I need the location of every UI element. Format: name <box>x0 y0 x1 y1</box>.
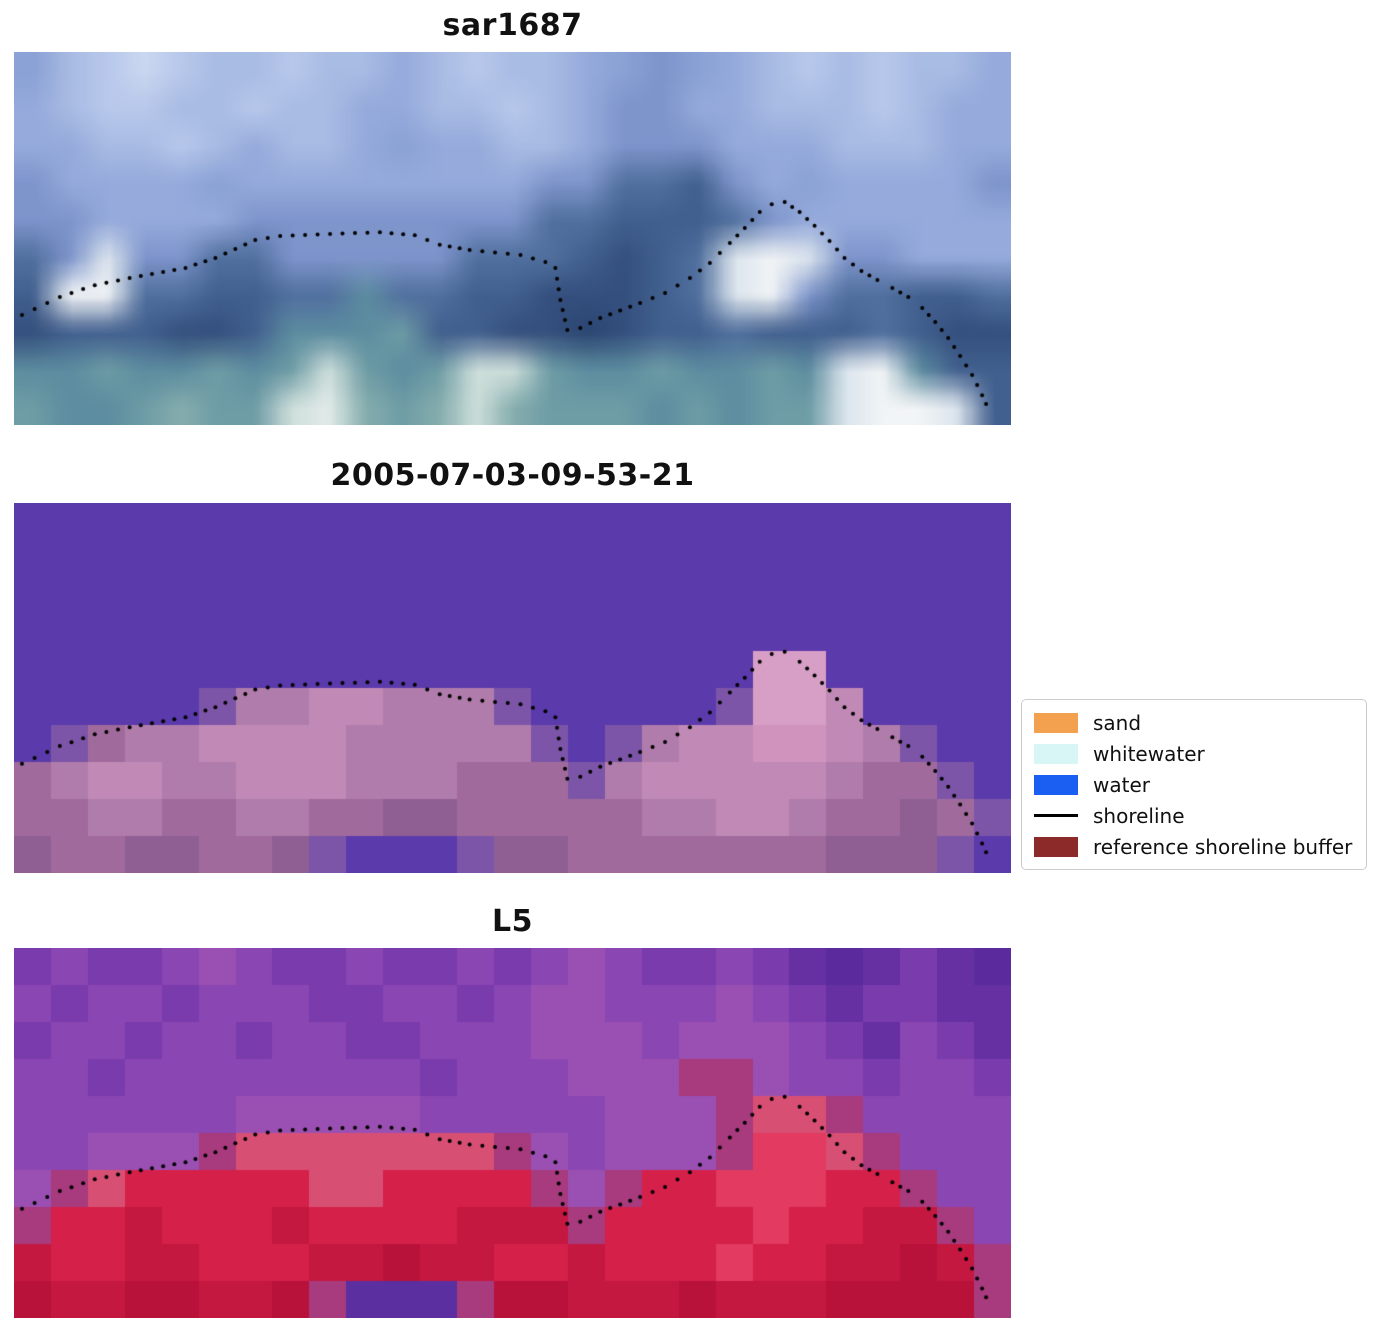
panel-title-sar1687: sar1687 <box>442 8 583 43</box>
legend-label: water <box>1093 772 1150 797</box>
sand-swatch <box>1034 712 1078 733</box>
panel-title-date: 2005-07-03-09-53-21 <box>330 458 695 493</box>
legend-entry: water <box>1034 771 1354 798</box>
legend: sand whitewater water shoreline reference sh… <box>1021 699 1367 870</box>
reference-shoreline-buffer-swatch <box>1034 836 1078 857</box>
legend-label: sand <box>1093 710 1142 735</box>
legend-entry: shoreline <box>1034 802 1354 829</box>
whitewater-swatch <box>1034 743 1078 764</box>
classified-image <box>14 503 1011 873</box>
legend-entry: whitewater <box>1034 740 1354 767</box>
l5-satellite-image <box>14 948 1011 1318</box>
legend-label: whitewater <box>1093 741 1205 766</box>
shoreline-swatch <box>1034 814 1078 817</box>
water-swatch <box>1034 774 1078 795</box>
legend-label: reference shoreline buffer <box>1093 834 1353 859</box>
legend-entry: reference shoreline buffer <box>1034 833 1354 860</box>
panel-title-l5: L5 <box>492 904 533 939</box>
sar-satellite-image <box>14 52 1011 425</box>
legend-entry: sand <box>1034 709 1354 736</box>
legend-label: shoreline <box>1093 803 1185 828</box>
